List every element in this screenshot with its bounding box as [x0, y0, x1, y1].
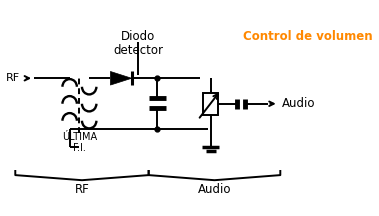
Text: Audio: Audio — [198, 183, 231, 196]
Text: ÚLTIMA
F.I.: ÚLTIMA F.I. — [62, 132, 97, 152]
Text: RF: RF — [75, 183, 89, 196]
Polygon shape — [110, 71, 132, 85]
Bar — [203, 93, 218, 115]
Text: Audio: Audio — [282, 97, 315, 110]
Text: Diodo
detector: Diodo detector — [113, 30, 163, 57]
Text: RF: RF — [6, 73, 20, 83]
Text: Control de volumen: Control de volumen — [243, 30, 373, 43]
